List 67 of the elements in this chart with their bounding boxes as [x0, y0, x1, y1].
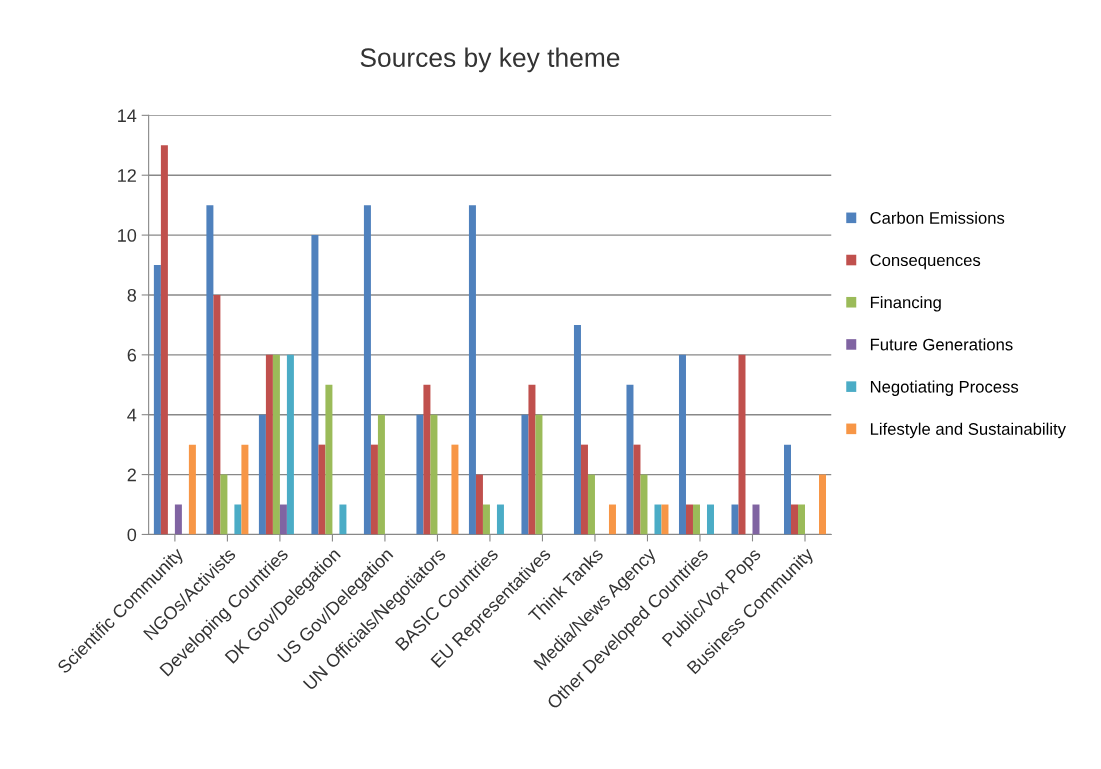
legend-label: Carbon Emissions: [870, 211, 1005, 224]
bar: [640, 474, 648, 535]
bar: [608, 504, 616, 535]
bar: [174, 504, 182, 535]
bar: [363, 205, 371, 535]
bar: [279, 504, 287, 535]
bar: [528, 384, 536, 535]
bar: [661, 504, 669, 535]
bar: [241, 444, 249, 535]
bar: [220, 474, 228, 535]
bar: [706, 504, 714, 535]
bar: [206, 205, 214, 535]
bar: [475, 474, 483, 535]
legend-label: Consequences: [870, 254, 981, 270]
bar: [496, 504, 504, 535]
bar: [731, 504, 739, 535]
bar: [213, 294, 221, 535]
bar: [573, 324, 581, 535]
chart-title: Sources by key theme: [360, 47, 620, 73]
bar: [482, 504, 490, 535]
bar: [451, 444, 459, 535]
y-tick-label: 12: [118, 169, 136, 182]
bar: [791, 504, 798, 535]
legend-label: Lifestyle and Sustainability: [870, 422, 1066, 439]
bar: [626, 384, 634, 535]
bar: [272, 354, 280, 535]
y-tick-label: 14: [118, 109, 137, 122]
bar: [587, 474, 595, 535]
bar: [752, 504, 760, 535]
bar: [234, 504, 242, 535]
bar: [339, 504, 347, 535]
legend-label: Future Generations: [870, 338, 1013, 351]
bar: [423, 384, 431, 535]
bar: [265, 354, 273, 535]
bar: [535, 414, 543, 535]
y-tick-label: 8: [127, 288, 137, 302]
bar: [430, 414, 438, 535]
bar: [819, 474, 826, 535]
bar: [188, 444, 196, 535]
y-tick-label: 4: [127, 408, 137, 422]
bar: [692, 504, 700, 535]
bar: [311, 235, 319, 535]
legend-label: Financing: [870, 296, 941, 312]
bar: [738, 354, 746, 535]
bar: [633, 444, 641, 535]
bar: [318, 444, 326, 535]
bar: [468, 205, 476, 535]
bar: [325, 384, 333, 535]
bar: [580, 444, 588, 535]
y-tick-label: 6: [127, 348, 137, 362]
bar: [678, 354, 686, 535]
bar: [258, 414, 266, 535]
bar: [153, 265, 161, 535]
y-tick-label: 2: [127, 468, 136, 482]
y-tick-label: 0: [127, 528, 137, 542]
bar: [521, 414, 529, 535]
legend-label: Negotiating Process: [870, 380, 1019, 396]
bar: [654, 504, 662, 535]
bar: [377, 414, 385, 535]
bar: [286, 354, 294, 535]
bar: [370, 444, 378, 535]
bar: [160, 145, 168, 535]
y-tick-label: 10: [118, 229, 137, 242]
bar: [784, 444, 791, 535]
bar: [416, 414, 424, 535]
bar: [798, 504, 805, 535]
bar: [685, 504, 693, 535]
